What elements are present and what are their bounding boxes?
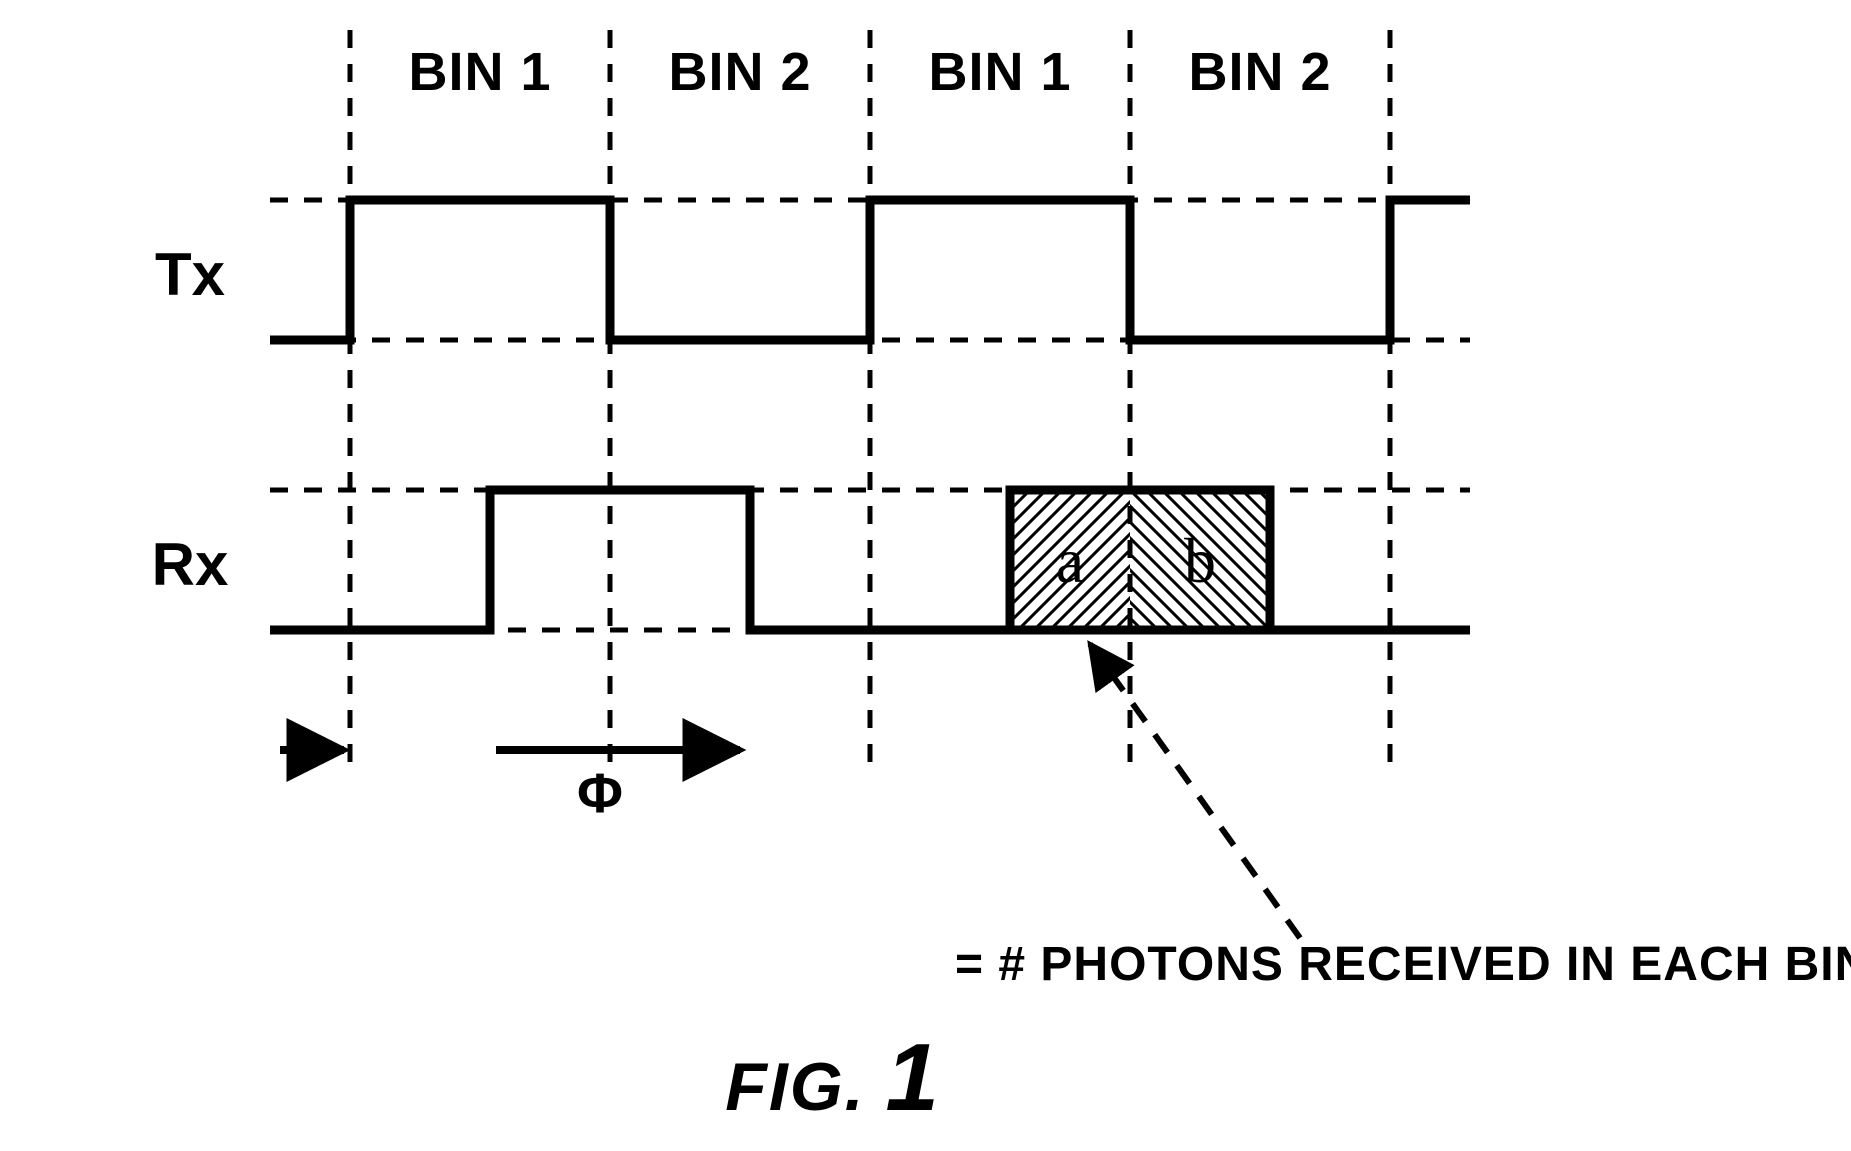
- bin-label: BIN 1: [928, 42, 1071, 102]
- tx-label: Tx: [155, 241, 225, 308]
- annotation-arrow-icon: [1090, 644, 1300, 938]
- bin-label: BIN 1: [408, 42, 551, 102]
- timing-diagram: BIN 1 BIN 2 BIN 1 BIN 2 Tx Rx a b Φ = # PHOTONS R…: [0, 0, 1851, 1151]
- rx-label: Rx: [152, 531, 229, 598]
- figure-prefix: FIG.: [725, 1049, 865, 1125]
- phase-symbol: Φ: [577, 761, 623, 824]
- region-a-label: a: [1056, 525, 1084, 596]
- figure-number: 1: [886, 1024, 939, 1131]
- annotation-text: = # PHOTONS RECEIVED IN EACH BIN: [955, 938, 1851, 991]
- tx-waveform: [270, 200, 1470, 340]
- bin-label: BIN 2: [668, 42, 811, 102]
- region-b-label: b: [1184, 525, 1216, 596]
- bin-label: BIN 2: [1188, 42, 1331, 102]
